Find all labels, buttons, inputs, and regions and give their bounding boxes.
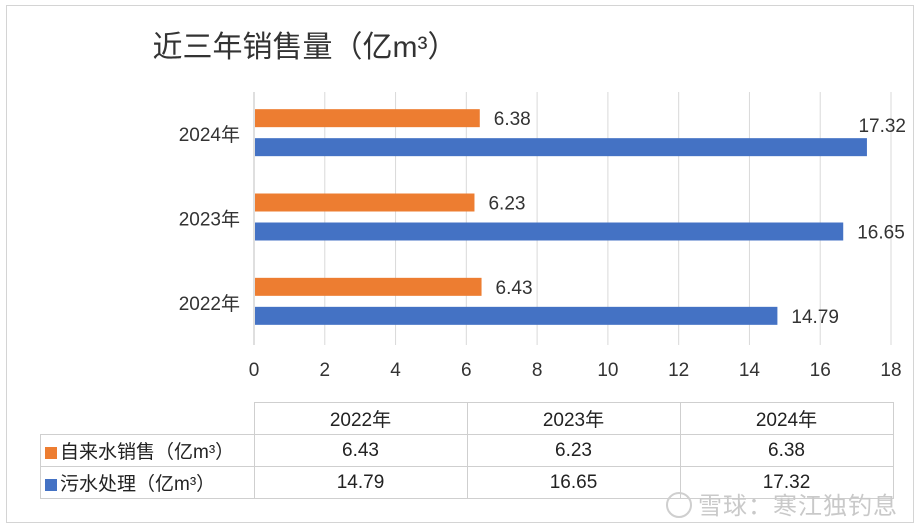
- snowball-logo-icon: [666, 492, 692, 518]
- chart-frame: [6, 5, 914, 523]
- bar: [255, 138, 867, 157]
- bar: [255, 109, 480, 128]
- x-tick-label: 16: [810, 360, 831, 381]
- chart-title: 近三年销售量（亿m³）: [152, 31, 458, 64]
- legend-label-tap-water: 自来水销售（亿m³）: [60, 442, 235, 463]
- category-label: 2024年: [179, 124, 240, 146]
- table-cell: 6.38: [679, 434, 894, 467]
- legend-label-sewage: 污水处理（亿m³）: [60, 474, 216, 495]
- table-row-tap-water: 自来水销售（亿m³） 6.43 6.23 6.38: [40, 434, 894, 467]
- table-cell: 17.32: [679, 466, 894, 499]
- bar-chart: 0 2 4 6 8 10 12 14 16 18 2024年 6.38 17.32 2023年 6.23 16…: [179, 92, 906, 381]
- bar: [255, 306, 778, 325]
- category-label: 2022年: [179, 293, 240, 315]
- x-tick-label: 0: [249, 360, 260, 381]
- table-header-2023: 2023年: [466, 402, 681, 435]
- x-tick-label: 10: [597, 360, 618, 381]
- data-label: 6.38: [494, 109, 531, 130]
- watermark-text: 雪球：寒江独钓息: [698, 493, 898, 520]
- x-tick-label: 4: [390, 360, 401, 381]
- table-header-2024: 2024年: [679, 402, 894, 435]
- bar: [255, 222, 844, 241]
- category-label: 2023年: [179, 209, 240, 231]
- x-tick-label: 2: [319, 360, 330, 381]
- data-label: 16.65: [857, 223, 905, 244]
- data-label: 6.43: [496, 278, 533, 299]
- legend-swatch-blue: [45, 479, 57, 491]
- table-cell: 6.23: [466, 434, 681, 467]
- table-header-2022: 2022年: [253, 402, 468, 435]
- table-cell: 14.79: [253, 466, 468, 499]
- bar: [255, 277, 482, 296]
- table-corner: [40, 402, 255, 435]
- x-tick-label: 18: [880, 360, 901, 381]
- data-label: 6.23: [488, 194, 525, 215]
- x-tick-label: 14: [739, 360, 761, 381]
- bar: [255, 193, 475, 212]
- table-row-sewage: 污水处理（亿m³） 14.79 16.65 17.32: [40, 466, 894, 499]
- table-row-label: 污水处理（亿m³）: [40, 466, 255, 499]
- table-row-label: 自来水销售（亿m³）: [40, 434, 255, 467]
- legend-swatch-orange: [45, 447, 57, 459]
- x-tick-label: 8: [532, 360, 543, 381]
- data-label: 14.79: [791, 307, 839, 328]
- data-table: 2022年 2023年 2024年 自来水销售（亿m³） 6.43 6.23 6…: [40, 402, 894, 499]
- table-header-row: 2022年 2023年 2024年: [40, 402, 894, 435]
- x-tick-label: 6: [461, 360, 472, 381]
- x-tick-label: 12: [668, 360, 689, 381]
- data-label: 17.32: [858, 116, 906, 137]
- table-cell: 6.43: [253, 434, 468, 467]
- watermark: 雪球：寒江独钓息: [666, 486, 898, 521]
- table-cell: 16.65: [466, 466, 681, 499]
